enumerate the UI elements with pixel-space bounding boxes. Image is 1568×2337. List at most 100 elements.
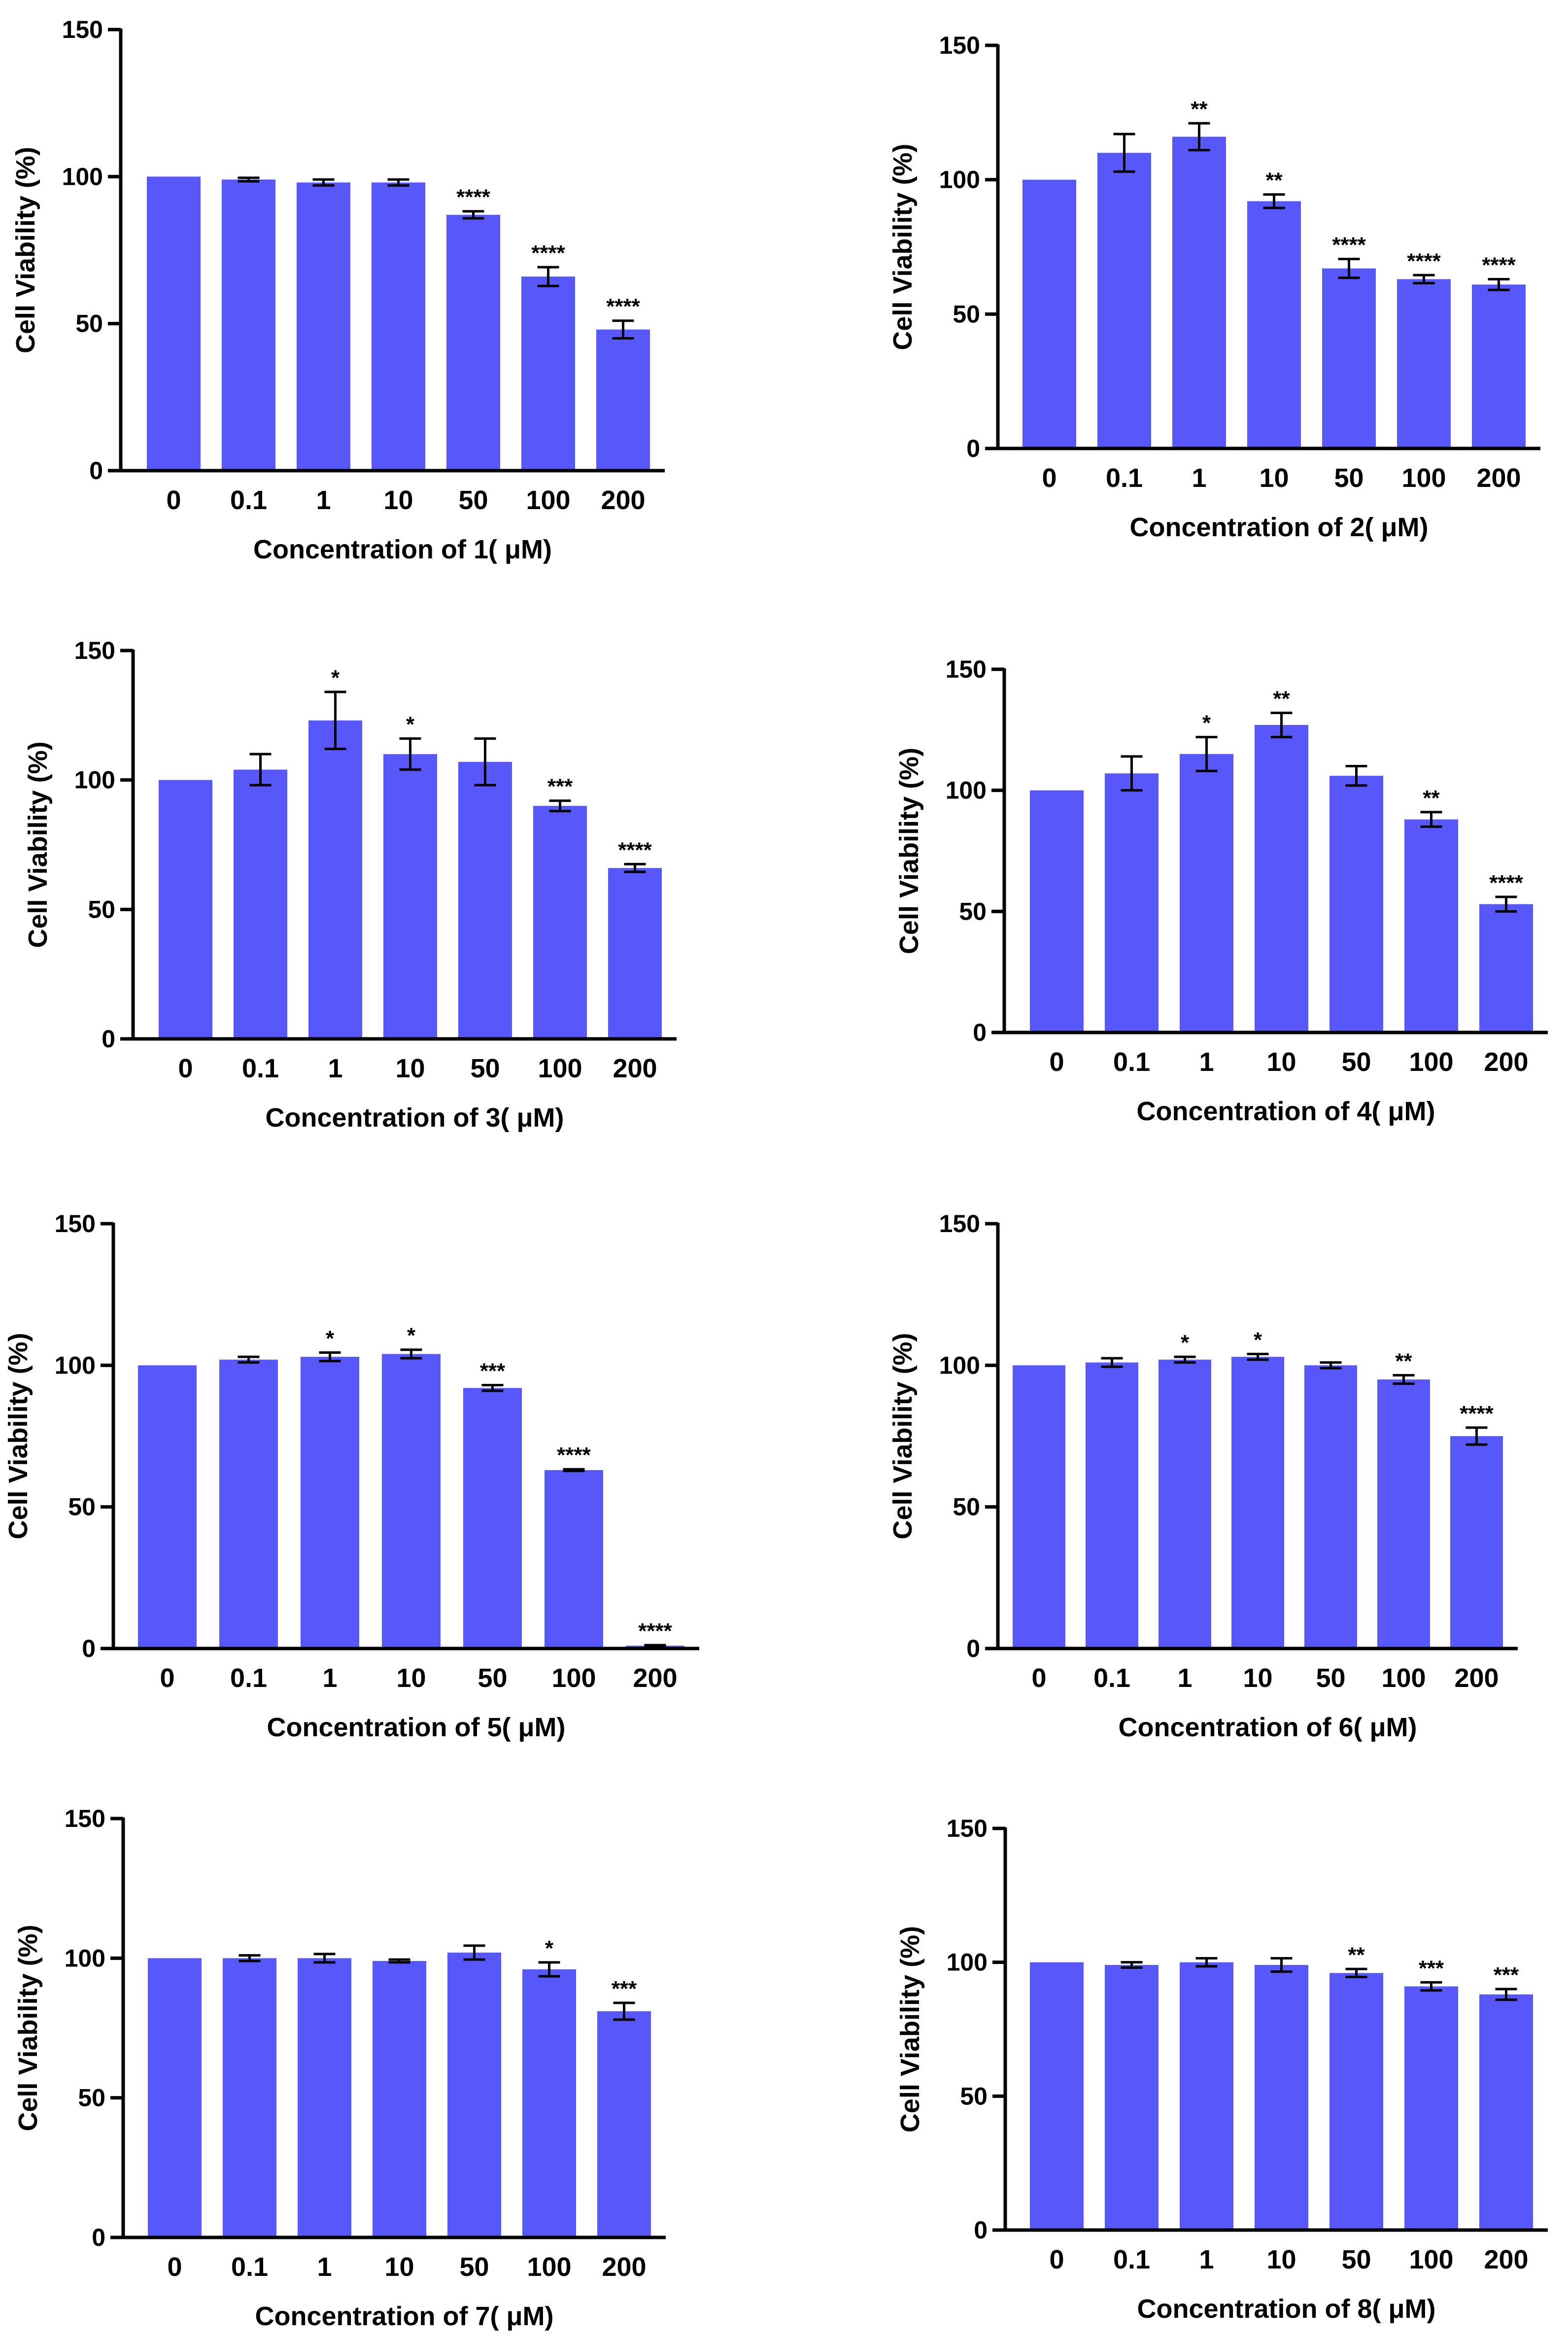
chart-8-error-bar-1 xyxy=(1195,1957,1218,1968)
chart-8-x-tick-label-10: 10 xyxy=(1266,2245,1296,2274)
chart-1-error-bar-0.1 xyxy=(238,176,260,183)
chart-3-panel: 0 0.1 * 1 * 10 50 *** 100 **** 200 0 50 100 150 Cell Vi… xyxy=(23,637,677,1133)
chart-2-bar-0 xyxy=(1023,179,1076,449)
chart-7-error-bar-0.1 xyxy=(239,1954,261,1962)
chart-3-bar-0 xyxy=(159,780,212,1039)
chart-6-x-tick-label-100: 100 xyxy=(1381,1663,1426,1693)
chart-7-x-tick-label-0.1: 0.1 xyxy=(231,2252,268,2282)
chart-2-error-bar-200 xyxy=(1488,277,1510,291)
chart-2-bar-200 xyxy=(1472,284,1526,448)
chart-8-panel: 0 0.1 1 10 ** 50 *** 100 *** 200 0 50 100 150 Cell Via… xyxy=(895,1815,1548,2324)
chart-2-y-tick-label-50: 50 xyxy=(953,300,980,328)
chart-4-significance-200: **** xyxy=(1489,871,1523,895)
chart-6-y-axis-title: Cell Viability (%) xyxy=(888,1333,918,1539)
chart-2-x-tick-label-10: 10 xyxy=(1259,463,1289,493)
chart-3-bar-50 xyxy=(458,761,512,1039)
chart-5-significance-100: **** xyxy=(557,1443,591,1467)
chart-5-error-bar-100 xyxy=(563,1468,585,1473)
chart-7-bar-50 xyxy=(447,1953,501,2237)
chart-7-bar-200 xyxy=(597,2011,651,2237)
chart-3-x-tick-label-100: 100 xyxy=(538,1054,582,1083)
chart-8-y-tick-label-0: 0 xyxy=(974,2216,988,2244)
chart-4-error-bar-10 xyxy=(1270,711,1293,739)
chart-6-error-bar-200 xyxy=(1466,1426,1488,1446)
chart-5-y-tick-label-100: 100 xyxy=(55,1351,96,1379)
chart-6-x-tick-label-1: 1 xyxy=(1177,1663,1192,1693)
chart-7-bar-10 xyxy=(373,1961,426,2237)
chart-7-significance-100: * xyxy=(545,1936,554,1960)
chart-5-significance-200: **** xyxy=(638,1619,672,1643)
chart-3-bar-1 xyxy=(308,720,362,1039)
chart-1-bar-10 xyxy=(372,182,425,471)
chart-2-error-bar-0.1 xyxy=(1113,133,1135,173)
chart-2-error-bar-100 xyxy=(1413,274,1435,285)
chart-6-bar-200 xyxy=(1450,1436,1503,1649)
chart-3-error-bar-100 xyxy=(549,799,571,813)
chart-2-significance-200: **** xyxy=(1482,253,1516,277)
chart-7-error-bar-1 xyxy=(313,1953,336,1964)
chart-7-bar-100 xyxy=(522,1969,576,2237)
chart-1-bar-200 xyxy=(596,329,650,471)
chart-8-bar-10 xyxy=(1255,1965,1308,2230)
chart-6-x-tick-label-0: 0 xyxy=(1031,1663,1046,1693)
chart-8-error-bar-0.1 xyxy=(1121,1961,1143,1969)
chart-2-x-tick-label-0.1: 0.1 xyxy=(1106,463,1143,493)
chart-2-error-bar-50 xyxy=(1338,258,1360,279)
chart-6-significance-200: **** xyxy=(1460,1402,1494,1426)
chart-5-bar-10 xyxy=(382,1354,441,1649)
chart-6-y-tick-label-0: 0 xyxy=(966,1635,980,1662)
chart-4-bar-10 xyxy=(1255,725,1308,1032)
chart-5-x-tick-label-50: 50 xyxy=(477,1663,507,1693)
chart-7-y-tick-label-100: 100 xyxy=(65,1944,105,1972)
chart-6-y-tick-label-150: 150 xyxy=(939,1210,980,1237)
chart-8-y-tick-label-100: 100 xyxy=(947,1949,988,1976)
chart-8-y-axis-title: Cell Viability (%) xyxy=(895,1926,925,2132)
chart-4-error-bar-50 xyxy=(1345,765,1367,787)
chart-2-y-tick-label-150: 150 xyxy=(939,32,980,59)
chart-6-panel: 0 0.1 * 1 * 10 50 ** 100 **** 200 0 50 100 150 Cell Via… xyxy=(888,1210,1518,1742)
chart-4-y-axis-title: Cell Viability (%) xyxy=(894,748,924,954)
chart-5-x-tick-label-0: 0 xyxy=(160,1663,174,1693)
chart-6-error-bar-10 xyxy=(1247,1352,1269,1361)
chart-4-y-tick-label-50: 50 xyxy=(959,897,987,925)
chart-6-bar-50 xyxy=(1304,1365,1357,1649)
chart-5-bar-100 xyxy=(545,1470,603,1649)
chart-3-error-bar-0.1 xyxy=(249,753,272,787)
chart-7-y-tick-label-150: 150 xyxy=(65,1805,105,1832)
chart-6-x-tick-label-200: 200 xyxy=(1454,1663,1499,1693)
chart-2-error-bar-1 xyxy=(1188,122,1210,152)
chart-4-x-tick-label-100: 100 xyxy=(1409,1047,1453,1077)
chart-8-significance-100: *** xyxy=(1419,1956,1444,1980)
chart-2-bar-100 xyxy=(1397,279,1451,448)
chart-4-significance-100: ** xyxy=(1423,786,1440,810)
chart-5-x-tick-label-200: 200 xyxy=(633,1663,677,1693)
chart-4-x-tick-label-50: 50 xyxy=(1341,1047,1371,1077)
chart-2-x-tick-label-1: 1 xyxy=(1192,463,1206,493)
chart-3-error-bar-10 xyxy=(399,737,421,771)
chart-6-bar-100 xyxy=(1377,1379,1430,1649)
chart-4-y-tick-label-150: 150 xyxy=(946,655,987,683)
chart-5-y-tick-label-50: 50 xyxy=(68,1493,96,1521)
chart-2-panel: 0 0.1 ** 1 ** 10 **** 50 **** 100 **** 200 0 50 100 150… xyxy=(888,32,1540,542)
chart-4-x-tick-label-10: 10 xyxy=(1266,1047,1296,1077)
chart-2-x-tick-label-100: 100 xyxy=(1401,463,1446,493)
chart-1-y-axis-title: Cell Viability (%) xyxy=(11,147,40,353)
chart-8-x-tick-label-200: 200 xyxy=(1484,2245,1528,2274)
chart-8-bar-50 xyxy=(1329,1973,1383,2230)
chart-7-x-tick-label-1: 1 xyxy=(317,2252,332,2282)
chart-8-bar-0 xyxy=(1030,1962,1084,2230)
chart-2-bar-50 xyxy=(1322,268,1376,448)
chart-3-y-axis-title: Cell Viability (%) xyxy=(23,741,53,948)
chart-6-bar-0 xyxy=(1013,1365,1065,1649)
chart-8-x-tick-label-1: 1 xyxy=(1199,2245,1214,2274)
chart-3-y-tick-label-100: 100 xyxy=(74,766,115,794)
chart-2-significance-50: **** xyxy=(1332,233,1366,257)
chart-4-x-axis-title: Concentration of 4( μM) xyxy=(1137,1097,1435,1126)
chart-3-bar-100 xyxy=(533,806,587,1039)
chart-7-significance-200: *** xyxy=(612,1977,637,2001)
chart-7-error-bar-50 xyxy=(463,1944,485,1961)
chart-3-x-tick-label-0.1: 0.1 xyxy=(242,1054,279,1083)
chart-6-x-tick-label-0.1: 0.1 xyxy=(1093,1663,1130,1693)
chart-6-error-bar-50 xyxy=(1320,1361,1342,1370)
